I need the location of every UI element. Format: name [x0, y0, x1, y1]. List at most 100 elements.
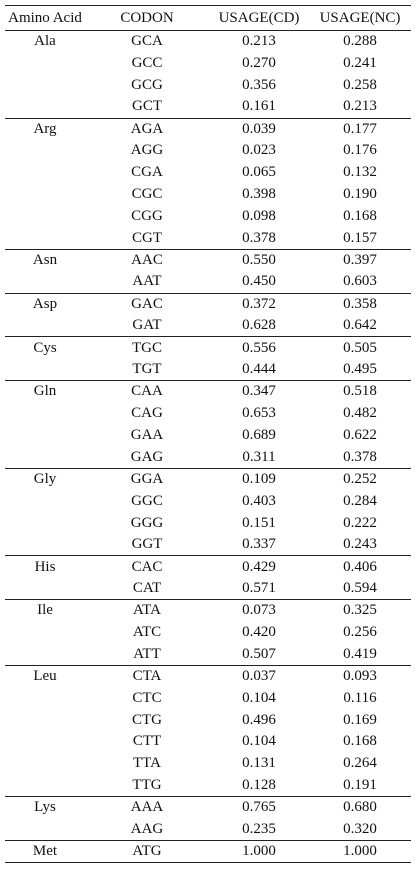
empty-cell	[5, 622, 85, 644]
usage-nc: 0.213	[343, 98, 377, 115]
usage-nc: 0.168	[343, 208, 377, 225]
usage-nc: 0.419	[343, 645, 377, 662]
usage-cd: 0.098	[242, 208, 276, 225]
usage-nc: 0.116	[343, 689, 377, 706]
usage-nc: 0.325	[343, 602, 377, 619]
codon: AAT	[132, 273, 162, 290]
usage-cd: 0.039	[242, 120, 276, 137]
codon: CAC	[131, 558, 163, 575]
codon: TTG	[132, 776, 162, 793]
usage-cd: 0.065	[242, 164, 276, 181]
table-row: CAG 0.653 0.482	[5, 403, 411, 425]
codon: TTA	[133, 755, 161, 772]
codon: GAA	[130, 426, 164, 443]
amino-acid: Met	[32, 842, 58, 859]
usage-nc: 0.177	[343, 120, 377, 137]
codon: CAT	[132, 579, 162, 596]
empty-cell	[5, 184, 85, 206]
amino-acid: Gly	[33, 471, 57, 487]
table-row: CTG 0.496 0.169	[5, 709, 411, 731]
usage-cd: 0.556	[242, 339, 276, 356]
codon-table: Amino Acid CODON USAGE(CD) USAGE(NC) Ala GCA…	[5, 5, 411, 863]
empty-cell	[5, 359, 85, 381]
table-row: CAT 0.571 0.594	[5, 578, 411, 600]
usage-nc: 0.176	[343, 142, 377, 159]
usage-nc: 0.241	[343, 54, 377, 71]
table-row: Gln CAA 0.347 0.518	[5, 380, 411, 403]
table-row: ATC 0.420 0.256	[5, 622, 411, 644]
amino-acid: Ile	[37, 602, 53, 619]
usage-cd: 0.337	[242, 536, 276, 553]
codon: AAG	[130, 820, 164, 837]
codon: CTG	[132, 711, 162, 728]
codon: GAG	[130, 448, 164, 465]
usage-cd: 0.073	[242, 602, 276, 619]
empty-cell	[5, 446, 85, 468]
table-row: GAA 0.689 0.622	[5, 425, 411, 447]
column-header: CODON	[120, 9, 174, 26]
usage-nc: 0.256	[343, 623, 377, 640]
empty-cell	[5, 578, 85, 600]
usage-nc: 0.288	[343, 33, 377, 50]
table-row: CGG 0.098 0.168	[5, 206, 411, 228]
table-row: GGC 0.403 0.284	[5, 490, 411, 512]
empty-cell	[5, 403, 85, 425]
codon: ATA	[133, 602, 161, 619]
table-row: Lys AAA 0.765 0.680	[5, 796, 411, 819]
empty-cell	[5, 512, 85, 534]
table-row: AGG 0.023 0.176	[5, 140, 411, 162]
codon: GCA	[131, 33, 163, 50]
usage-nc: 0.406	[343, 558, 377, 575]
empty-cell	[5, 52, 85, 74]
amino-acid: Asp	[32, 295, 58, 312]
codon: GCC	[131, 54, 163, 71]
usage-cd: 0.378	[242, 229, 276, 246]
table-body: Ala GCA 0.213 0.288 GCC 0.270 0.241 GCG 0.356 0.2…	[5, 30, 411, 863]
usage-cd: 0.628	[242, 317, 276, 334]
empty-cell	[5, 643, 85, 665]
usage-nc: 0.132	[343, 164, 377, 181]
empty-cell	[5, 709, 85, 731]
table-row: Ile ATA 0.073 0.325	[5, 599, 411, 622]
table-row: CTT 0.104 0.168	[5, 731, 411, 753]
codon: CTA	[132, 668, 162, 685]
codon: GGT	[131, 536, 163, 553]
usage-nc: 0.284	[343, 492, 377, 509]
empty-cell	[5, 490, 85, 512]
empty-cell	[5, 74, 85, 96]
usage-cd: 1.000	[242, 842, 276, 859]
table-row: GCC 0.270 0.241	[5, 52, 411, 74]
codon: TGC	[132, 339, 162, 356]
usage-nc: 0.258	[343, 76, 377, 93]
table-row: CGA 0.065 0.132	[5, 162, 411, 184]
usage-cd: 0.429	[242, 558, 276, 575]
codon: ATC	[132, 623, 162, 640]
usage-nc: 0.243	[343, 536, 377, 553]
amino-acid: Arg	[33, 120, 57, 137]
usage-cd: 0.128	[242, 776, 276, 793]
table-row: Leu CTA 0.037 0.093	[5, 665, 411, 687]
column-header: USAGE(CD)	[218, 9, 300, 26]
usage-cd: 0.235	[242, 820, 276, 837]
usage-cd: 0.104	[242, 733, 276, 750]
usage-nc: 0.358	[343, 295, 377, 312]
codon: AGA	[130, 120, 164, 137]
codon: CGG	[131, 208, 163, 225]
usage-nc: 0.320	[343, 820, 377, 837]
usage-cd: 0.398	[242, 186, 276, 203]
empty-cell	[5, 687, 85, 709]
empty-cell	[5, 753, 85, 775]
table-row: Asp GAC 0.372 0.358	[5, 293, 411, 315]
usage-cd: 0.653	[242, 405, 276, 422]
codon: TGT	[132, 361, 162, 378]
table-row: TTA 0.131 0.264	[5, 753, 411, 775]
table-header: Amino Acid CODON USAGE(CD) USAGE(NC)	[5, 5, 411, 31]
empty-cell	[5, 228, 85, 250]
usage-cd: 0.347	[242, 383, 276, 400]
usage-nc: 0.168	[343, 733, 377, 750]
table-row: CGC 0.398 0.190	[5, 184, 411, 206]
usage-nc: 0.505	[343, 339, 377, 356]
table-row: His CAC 0.429 0.406	[5, 555, 411, 578]
codon: ATG	[132, 842, 162, 859]
